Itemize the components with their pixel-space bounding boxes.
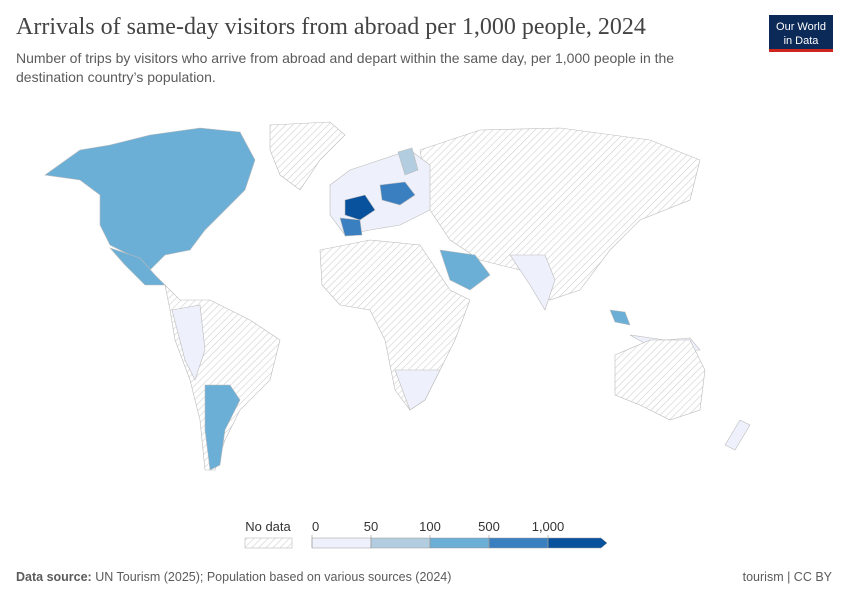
australia <box>614 339 706 421</box>
legend-no-data: No data <box>245 519 291 534</box>
subtitle: destination country’s population. <box>16 69 216 85</box>
france <box>344 194 376 221</box>
logo-text: in Data <box>784 35 820 47</box>
arabia <box>439 249 491 291</box>
north-america <box>44 127 256 271</box>
legend-tick-label: 100 <box>419 519 441 534</box>
legend-swatch <box>547 537 608 549</box>
india <box>509 254 556 311</box>
legend-tick-label: 50 <box>364 519 378 534</box>
finland <box>397 147 419 176</box>
asia <box>419 127 701 301</box>
new-zealand <box>724 419 751 451</box>
legend-tick-label: 500 <box>478 519 500 534</box>
subtitle: Number of trips by visitors who arrive f… <box>16 50 674 66</box>
legend-tick-label: 1,000 <box>532 519 565 534</box>
source-text: UN Tourism (2025); Population based on v… <box>95 570 451 584</box>
legend-tick-label: 0 <box>312 519 319 534</box>
southern-africa <box>394 369 441 411</box>
malaysia <box>609 309 631 326</box>
spain <box>339 217 363 237</box>
license: tourism | CC BY <box>743 570 833 584</box>
logo-bar <box>769 49 833 52</box>
source: Data source: UN Tourism (2025); Populati… <box>16 570 451 584</box>
andes <box>171 304 206 381</box>
logo-text: Our World <box>776 21 826 33</box>
title: Arrivals of same-day visitors from abroa… <box>16 14 646 40</box>
legend-scale: 0 50 100 500 1,000 <box>311 519 608 549</box>
legend-swatch <box>488 537 549 549</box>
logo[interactable]: Our World in Data <box>769 15 833 52</box>
legend-swatch <box>429 537 490 549</box>
central-europe <box>379 181 416 206</box>
argentina <box>204 384 241 471</box>
legend-no-data-swatch <box>244 537 293 549</box>
greenland <box>269 121 346 191</box>
source-label: Data source: <box>16 570 92 584</box>
logo-box <box>769 15 833 51</box>
legend-swatch <box>311 537 372 549</box>
map <box>44 121 751 471</box>
legend-swatch <box>370 537 431 549</box>
